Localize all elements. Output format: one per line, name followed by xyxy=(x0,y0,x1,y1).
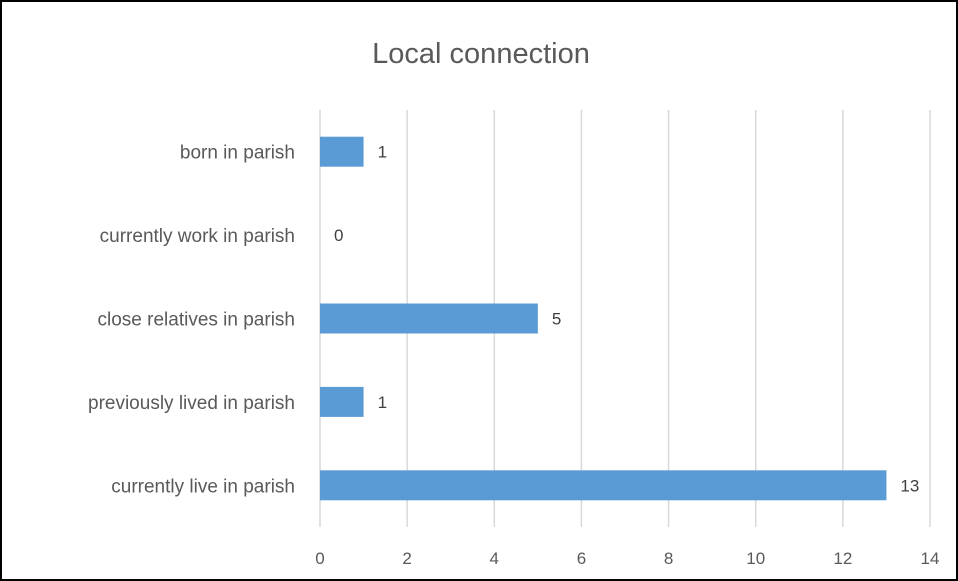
chart-title: Local connection xyxy=(372,38,590,70)
bar xyxy=(320,136,364,167)
x-tick-label: 6 xyxy=(577,549,586,568)
data-label: 1 xyxy=(378,393,387,412)
data-label: 5 xyxy=(552,310,561,329)
category-label: close relatives in parish xyxy=(98,310,295,331)
x-tick-label: 2 xyxy=(402,549,411,568)
x-tick-label: 14 xyxy=(921,549,940,568)
x-tick-label: 8 xyxy=(664,549,673,568)
x-tick-label: 10 xyxy=(746,549,765,568)
bar xyxy=(320,470,887,501)
bar xyxy=(320,386,364,417)
category-label: previously lived in parish xyxy=(88,393,295,414)
x-tick-label: 0 xyxy=(315,549,324,568)
x-tick-label: 12 xyxy=(833,549,852,568)
data-label: 0 xyxy=(334,226,343,245)
bars xyxy=(320,136,887,501)
category-label: currently work in parish xyxy=(100,226,295,247)
data-label: 1 xyxy=(378,143,387,162)
x-tick-label: 4 xyxy=(490,549,499,568)
category-label: currently live in parish xyxy=(111,476,295,497)
category-label: born in parish xyxy=(180,143,295,164)
data-label: 13 xyxy=(900,476,919,495)
bar xyxy=(320,303,538,334)
